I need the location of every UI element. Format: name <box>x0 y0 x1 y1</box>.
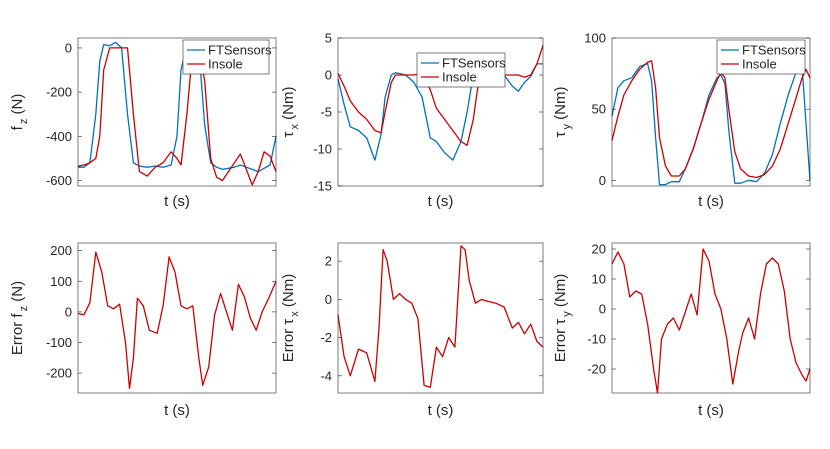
series-line-error <box>337 245 544 388</box>
y-tick-label: 0 <box>65 304 72 319</box>
y-tick-label: -200 <box>46 85 72 100</box>
y-tick-label: 50 <box>592 102 606 117</box>
y-tick-label: 0 <box>325 292 332 307</box>
legend-label-insole: Insole <box>742 57 777 72</box>
y-axis-label-unit: (N) <box>9 94 26 119</box>
y-axis-label-sub: x <box>289 124 301 130</box>
y-axis-label: Error τ x (Nm) <box>280 274 301 362</box>
series-line-ftsensors <box>611 62 811 186</box>
legend-label-insole: Insole <box>208 57 243 72</box>
legend-box <box>716 39 806 75</box>
legend-label-insole: Insole <box>442 70 477 85</box>
legend-label-ftsensors: FTSensors <box>742 43 806 58</box>
y-axis-label: fz (N) <box>9 94 30 131</box>
y-tick-label: 0 <box>65 40 72 55</box>
series-line-error <box>611 248 811 394</box>
y-tick-label: 20 <box>592 242 606 257</box>
axes-box <box>77 37 277 187</box>
y-axis-label-main: Error f <box>9 313 26 356</box>
axes-box <box>611 37 811 187</box>
legend-label-ftsensors: FTSensors <box>442 56 506 71</box>
y-tick-label: -5 <box>320 105 332 120</box>
y-tick-label: 2 <box>325 254 332 269</box>
series-line-ftsensors <box>337 63 543 161</box>
axes-box <box>611 242 811 394</box>
y-axis-label-unit: (Nm) <box>280 87 297 125</box>
y-axis-label-sub: y <box>561 311 573 317</box>
y-tick-label: 100 <box>50 274 72 289</box>
y-axis-label-main: Error τ <box>552 319 569 363</box>
x-axis-label: t (s) <box>698 402 724 419</box>
y-tick-label: -2 <box>320 330 332 345</box>
y-tick-label: 100 <box>584 31 606 46</box>
chart-panel-5: 2 0 -2 -4 t (s) Error τ x (Nm) <box>280 242 544 419</box>
y-axis-label-sub: z <box>18 306 30 312</box>
chart-panel-4: 200 100 0 -100 -200 t (s) Error fz (N) <box>9 242 277 419</box>
y-axis-label-sub: x <box>289 311 301 317</box>
y-tick-label: 200 <box>50 243 72 258</box>
y-axis-label: τx (Nm) <box>280 87 301 138</box>
legend-box <box>182 39 270 75</box>
axes-box <box>337 242 544 394</box>
y-tick-label: -100 <box>46 335 72 350</box>
y-tick-label: -15 <box>313 179 332 194</box>
y-axis-label: Error τ y (Nm) <box>552 274 573 362</box>
y-axis-label-main: Error τ <box>280 319 297 363</box>
series-line-error <box>77 251 277 390</box>
y-axis-label-unit: (Nm) <box>280 274 297 312</box>
x-axis-label: t (s) <box>164 193 190 210</box>
y-tick-label: 0 <box>599 302 606 317</box>
y-tick-label: 0 <box>325 68 332 83</box>
y-axis-label-main: τ <box>552 131 569 137</box>
y-axis-label-unit: (Nm) <box>552 274 569 312</box>
y-tick-label: 10 <box>592 272 606 287</box>
y-tick-label: -600 <box>46 173 72 188</box>
series-line-insole <box>77 47 277 186</box>
x-axis-label: t (s) <box>428 402 454 419</box>
y-axis-label-unit: (N) <box>9 281 26 306</box>
series-line-ftsensors <box>78 41 277 173</box>
y-tick-label: 5 <box>325 31 332 46</box>
y-tick-label: -10 <box>587 332 606 347</box>
y-axis-label-sub: y <box>561 124 573 130</box>
y-axis-label-main: f <box>9 125 26 130</box>
y-tick-label: -200 <box>46 366 72 381</box>
y-axis-label-main: τ <box>280 131 297 137</box>
y-tick-label: 0 <box>599 173 606 188</box>
legend-box <box>416 52 506 88</box>
series-line-insole <box>337 45 544 146</box>
y-axis-label-unit: (Nm) <box>552 87 569 125</box>
y-tick-label: -4 <box>320 368 332 383</box>
y-tick-label: -20 <box>587 362 606 377</box>
chart-panel-6: 20 10 0 -10 -20 t (s) Error τ y (Nm) <box>552 242 811 419</box>
axes-box <box>77 242 277 394</box>
y-axis-label: Error fz (N) <box>9 281 30 355</box>
x-axis-label: t (s) <box>164 402 190 419</box>
y-axis-label-sub: z <box>18 119 30 125</box>
x-axis-label: t (s) <box>698 193 724 210</box>
y-axis-label: τy (Nm) <box>552 87 573 138</box>
y-tick-label: -400 <box>46 129 72 144</box>
y-tick-label: -10 <box>313 142 332 157</box>
x-axis-label: t (s) <box>428 193 454 210</box>
series-line-insole <box>611 60 811 179</box>
legend-label-ftsensors: FTSensors <box>208 43 272 58</box>
